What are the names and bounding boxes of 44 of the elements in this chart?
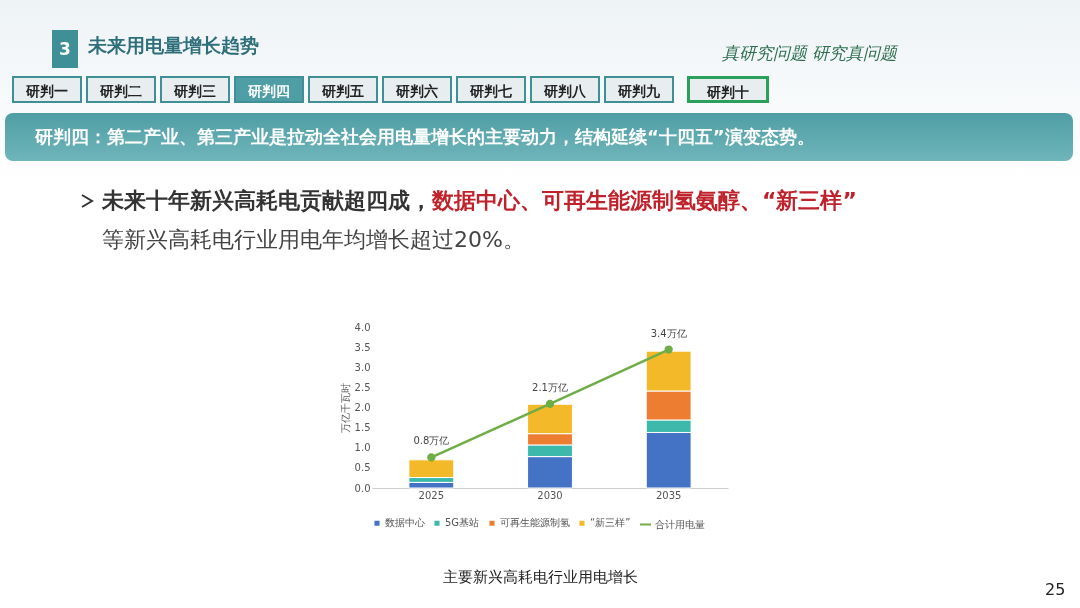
- text: 数据中心、可再生能源制氢氨醇、“新三样”: [432, 188, 857, 213]
- text: 研判二: [86, 76, 156, 103]
- legend-label: “新三样”: [590, 517, 631, 529]
- bar: [408, 459, 455, 479]
- legend-label: 5G基站: [445, 517, 480, 529]
- text: 研判九: [604, 76, 674, 103]
- point: [664, 345, 673, 354]
- text: 研判四: [234, 76, 304, 103]
- data-label: 0.8万亿: [413, 435, 450, 447]
- y-tick-label: 1.0: [354, 442, 371, 454]
- legend-label: 合计用电量: [655, 518, 705, 530]
- y-tick-label: 4.0: [354, 321, 371, 333]
- text: 25: [1045, 580, 1066, 599]
- text: 研判四：第二产业、第三产业是拉动全社会用电量增长的主要动力，结构延续“十四五”演变态势。: [5, 113, 1073, 161]
- text: 等新兴高耗电行业用电年均增长超过20%。: [102, 226, 525, 254]
- data-label: 2.1万亿: [532, 381, 568, 393]
- y-tick-label: 0.5: [354, 462, 371, 474]
- legend-label: 数据中心: [385, 517, 425, 529]
- y-tick-label: 2.0: [354, 402, 371, 413]
- bar: [408, 481, 455, 489]
- point: [545, 399, 555, 409]
- text: 研判五: [308, 76, 378, 103]
- text: 未来用电量增长趋势: [88, 33, 259, 58]
- x-tick-label: 2030: [537, 489, 563, 501]
- y-tick-label: 3.0: [354, 361, 371, 373]
- text: 研判十: [687, 76, 769, 103]
- y-tick-label: 0.0: [354, 482, 371, 494]
- legend-label: 可再生能源制氢: [500, 517, 570, 529]
- point: [427, 453, 436, 462]
- text: 3: [52, 30, 78, 68]
- text: 研判八: [530, 76, 600, 103]
- text: 真研究问题 研究真问题: [722, 42, 898, 65]
- y-tick-label: 1.5: [354, 422, 371, 434]
- y-tick-label: 3.5: [354, 341, 371, 353]
- text: 研判一: [12, 76, 82, 103]
- text: 研判七: [456, 76, 526, 103]
- x-tick-label: 2035: [655, 489, 682, 501]
- text: 主要新兴高耗电行业用电增长: [442, 568, 638, 586]
- x-tick-label: 2025: [418, 489, 445, 501]
- text: 研判三: [160, 76, 230, 103]
- data-label: 3.4万亿: [650, 327, 687, 339]
- y-tick-label: 2.5: [354, 381, 371, 393]
- text: 研判六: [382, 76, 452, 103]
- y-axis-title: 万亿千瓦时: [339, 383, 351, 433]
